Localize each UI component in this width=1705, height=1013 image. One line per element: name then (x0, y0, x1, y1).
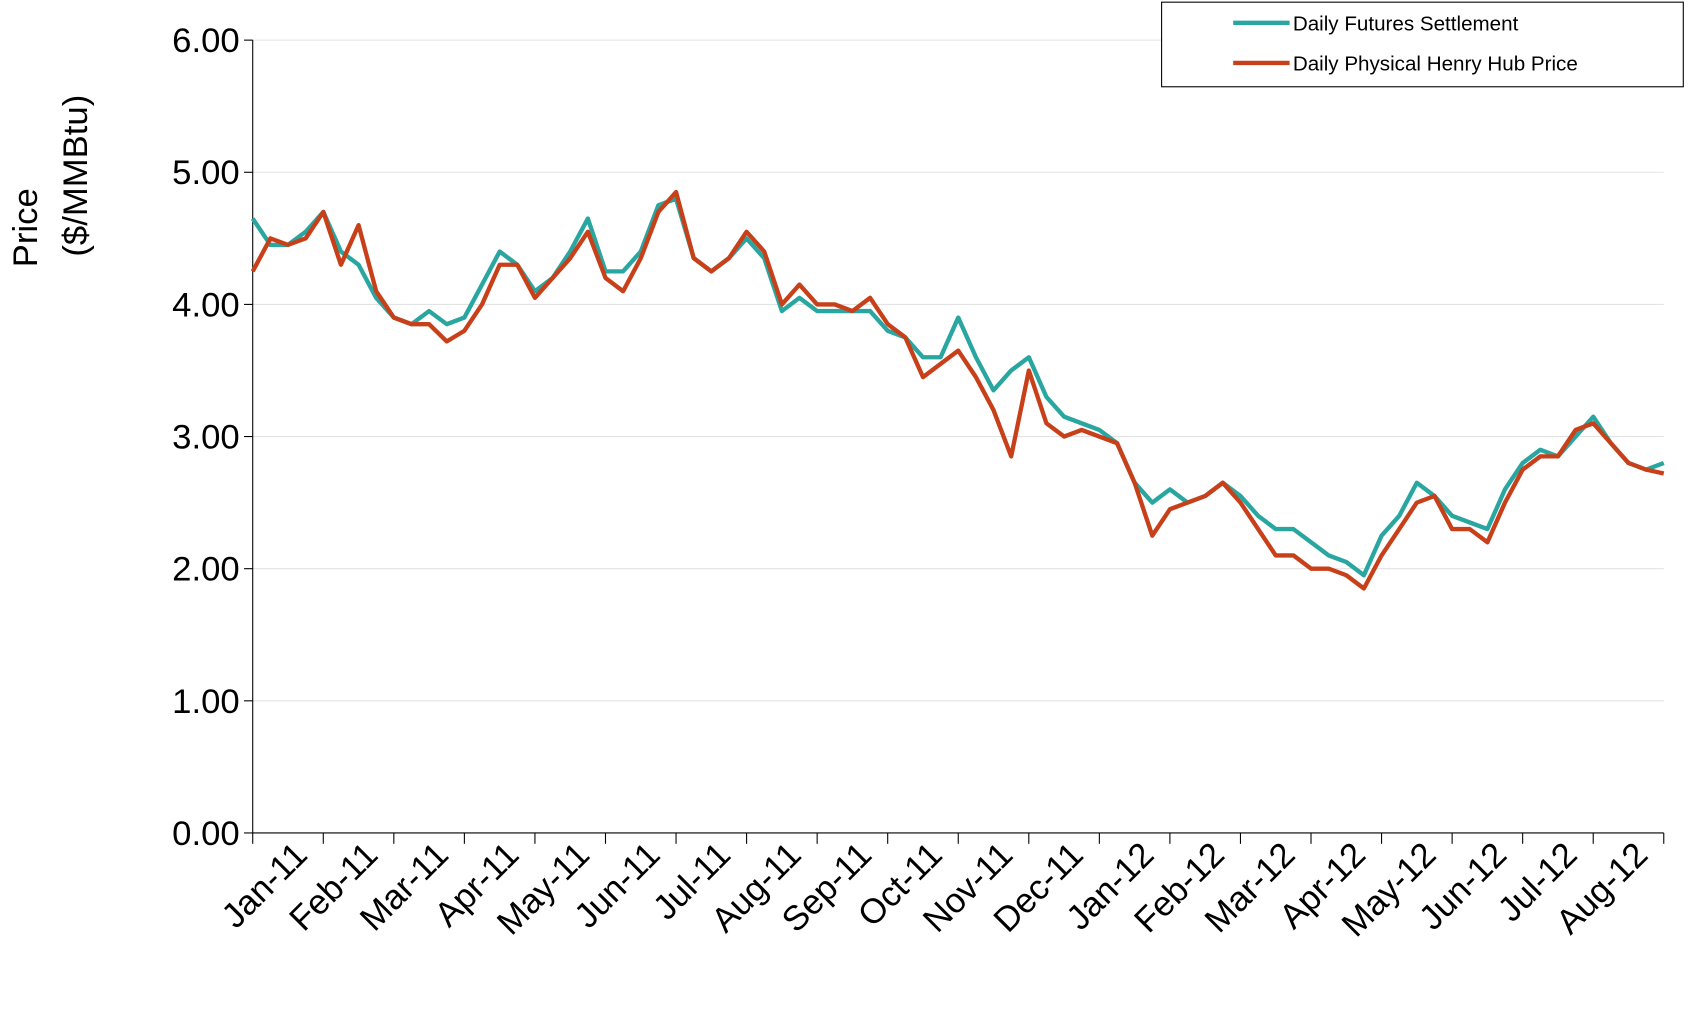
y-axis-title-line: ($/MMBtu) (57, 95, 95, 257)
y-tick-label: 5.00 (172, 154, 240, 192)
y-tick-label: 2.00 (172, 551, 240, 589)
legend-label: Daily Physical Henry Hub Price (1293, 52, 1578, 75)
y-tick-label: 4.00 (172, 286, 240, 324)
y-tick-label: 6.00 (172, 22, 240, 60)
legend-label: Daily Futures Settlement (1293, 12, 1519, 35)
legend: Daily Futures Settlement Daily Physical H… (1161, 1, 1684, 88)
legend-box (1161, 1, 1684, 88)
y-tick-label: 1.00 (172, 683, 240, 721)
y-tick-label: 3.00 (172, 418, 240, 456)
y-axis-title-line: Price (7, 188, 45, 267)
y-tick-label: 0.00 (172, 815, 240, 853)
series-line (250, 189, 1665, 591)
series-line (250, 196, 1665, 578)
y-axis-title: Price ($/MMBtu) (7, 95, 95, 268)
